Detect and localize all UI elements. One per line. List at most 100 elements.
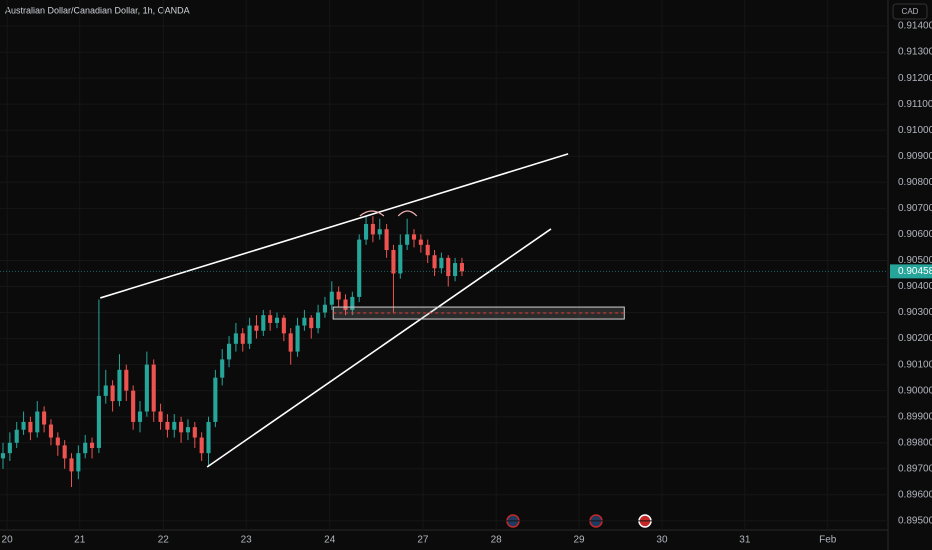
x-tick-label: 21 [74, 535, 86, 546]
x-tick-label: 24 [324, 535, 336, 546]
y-tick-label: 0.91200 [898, 73, 932, 84]
y-tick-label: 0.90400 [898, 281, 932, 292]
x-tick-label: 29 [574, 535, 586, 546]
arc [359, 210, 385, 217]
candle-body [336, 291, 341, 300]
candle-body [411, 234, 417, 240]
y-tick-label: 0.90300 [898, 307, 932, 318]
candle-body [124, 369, 129, 391]
arc [397, 210, 418, 217]
candle-body [76, 453, 81, 472]
candle-body [62, 445, 67, 459]
last-price-box [890, 264, 932, 279]
x-tick-label: 30 [656, 535, 668, 546]
candle-body [247, 325, 252, 344]
candle-body [158, 411, 163, 422]
candle-body [117, 369, 122, 402]
candle-body [240, 333, 245, 344]
candle-body [288, 333, 293, 352]
candle-body [268, 315, 273, 323]
candle-body [343, 299, 348, 310]
y-tick-label: 0.90200 [898, 333, 932, 344]
candle-body [398, 244, 403, 274]
y-tick-label: 0.90100 [898, 359, 932, 370]
y-tick-label: 0.89600 [898, 489, 932, 500]
candle-body [370, 223, 375, 235]
candle-body [302, 317, 307, 326]
candle-body [220, 359, 225, 378]
currency: CAD [902, 7, 919, 16]
y-tick-label: 0.89900 [898, 411, 932, 422]
last-price-label: 0.90458 [898, 266, 932, 277]
candle-body [316, 312, 321, 329]
candle-body [309, 317, 314, 329]
candle-body [131, 390, 136, 422]
candle-body [363, 223, 369, 240]
candle-body [35, 411, 40, 433]
candle-body [48, 424, 54, 438]
candle-body [453, 263, 458, 277]
candle-body [391, 250, 396, 274]
y-tick-label: 0.91000 [898, 125, 932, 136]
candle-body [0, 453, 6, 459]
candle-body [439, 257, 444, 269]
candle-body [137, 411, 143, 422]
trendline [206, 228, 552, 468]
y-tick-label: 0.91400 [898, 21, 932, 32]
trendline [100, 153, 569, 299]
x-tick-label: 22 [158, 535, 170, 546]
y-tick-label: 0.91300 [898, 47, 932, 58]
candle-body [418, 239, 423, 245]
candle-body [83, 442, 88, 454]
candle-body [274, 317, 280, 323]
y-tick-label: 0.89700 [898, 463, 932, 474]
candle-body [233, 333, 238, 344]
candle-body [110, 385, 115, 402]
candle-body [96, 395, 101, 448]
candle-body [322, 304, 328, 313]
x-tick-label: 23 [241, 535, 253, 546]
candle-body [281, 317, 286, 334]
x-tick-label: 31 [739, 535, 751, 546]
candle-body [165, 421, 170, 430]
y-tick-label: 0.91100 [898, 99, 932, 110]
candle-body [227, 343, 232, 360]
y-tick-label: 0.90900 [898, 151, 932, 162]
y-tick-label: 0.90600 [898, 229, 932, 240]
x-tick-label: 28 [491, 535, 503, 546]
candle-body [357, 239, 362, 297]
candle-body [42, 411, 47, 425]
x-tick-label: 20 [2, 535, 14, 546]
candle-body [192, 427, 197, 438]
y-tick-label: 0.90700 [898, 203, 932, 214]
candle-body [199, 437, 204, 454]
y-tick-label: 0.90800 [898, 177, 932, 188]
candle-body [179, 421, 184, 433]
candle-body [295, 325, 300, 352]
candle-body [377, 229, 382, 235]
candle-body [446, 257, 451, 277]
currency-box [892, 3, 928, 20]
candle-body [151, 364, 156, 412]
candle-body [55, 437, 60, 446]
candle-body [350, 296, 355, 310]
candle-body [14, 429, 19, 443]
candle-body [459, 263, 465, 272]
candle-body [172, 421, 177, 430]
x-tick-label: Feb [819, 535, 837, 546]
y-tick-label: 0.89500 [898, 516, 932, 527]
candle-body [425, 244, 430, 256]
candle-body [432, 255, 437, 269]
candle-body [185, 427, 191, 433]
candle-body [261, 315, 266, 331]
candle-body [144, 364, 149, 412]
y-tick-label: 0.90500 [898, 255, 932, 266]
candle-body [405, 234, 410, 245]
candle-body [103, 385, 108, 396]
candle-body [7, 442, 12, 454]
y-tick-label: 0.89800 [898, 437, 932, 448]
chart-title: Australian Dollar/Canadian Dollar, 1h, O… [5, 5, 190, 15]
y-tick-label: 0.90000 [898, 385, 932, 396]
